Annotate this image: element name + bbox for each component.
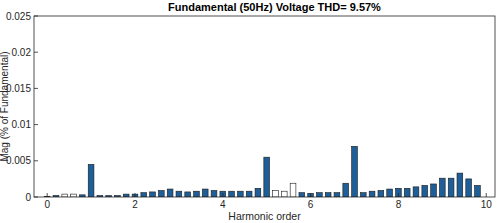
bar — [62, 194, 68, 197]
x-tick-label: 10 — [481, 199, 493, 210]
bar — [255, 188, 261, 197]
x-tick-label: 6 — [308, 199, 314, 210]
y-axis-label: Mag (% of Fundamental) — [0, 51, 10, 161]
bar — [413, 187, 419, 197]
bar — [167, 189, 173, 197]
y-tick — [34, 160, 38, 161]
bar — [237, 191, 243, 197]
bars — [44, 146, 480, 197]
x-axis-label: Harmonic order — [228, 210, 301, 222]
x-tick-label: 0 — [44, 199, 50, 210]
bar — [404, 188, 410, 197]
bar — [457, 173, 463, 197]
x-tick-label: 8 — [396, 199, 402, 210]
y-tick — [34, 88, 38, 89]
chart: 00.0050.010.0150.020.0250246810Fundament… — [0, 0, 500, 223]
x-tick — [134, 193, 135, 197]
bar — [123, 194, 129, 197]
x-tick-label: 4 — [220, 199, 226, 210]
bar — [150, 192, 156, 197]
bar — [448, 178, 454, 197]
y-tick-label: 0.01 — [12, 119, 32, 130]
bar — [202, 189, 208, 197]
bar — [475, 185, 481, 197]
bar — [194, 191, 200, 197]
x-tick-label: 2 — [132, 199, 138, 210]
x-tick — [310, 193, 311, 197]
y-tick — [34, 16, 38, 17]
bar — [369, 191, 375, 197]
y-tick — [34, 197, 38, 198]
title: Fundamental (50Hz) Voltage THD= 9.57% — [168, 1, 381, 13]
background — [0, 0, 500, 223]
bar — [158, 190, 164, 197]
bar — [466, 179, 472, 197]
bar — [71, 194, 77, 197]
bar — [88, 164, 94, 197]
bar — [264, 157, 270, 197]
bar — [431, 184, 437, 197]
plot-frame — [34, 16, 495, 197]
y-tick-label: 0 — [25, 192, 31, 203]
x-tick — [222, 193, 223, 197]
bar — [141, 193, 147, 197]
bar — [290, 183, 296, 197]
x-tick — [486, 193, 487, 197]
y-tick-label: 0.02 — [12, 47, 32, 58]
y-tick — [34, 52, 38, 53]
bar — [211, 190, 217, 197]
bar — [396, 188, 402, 197]
bar — [352, 146, 358, 197]
bar — [439, 178, 445, 197]
x-tick — [47, 193, 48, 197]
bar — [343, 183, 349, 197]
y-tick-label: 0.025 — [6, 11, 31, 22]
bar — [317, 193, 323, 197]
bar — [220, 191, 226, 197]
bar — [185, 192, 191, 197]
bar — [387, 189, 393, 197]
bar — [422, 185, 428, 197]
y-tick — [34, 124, 38, 125]
bar — [299, 193, 305, 197]
bar — [281, 191, 287, 197]
bar — [176, 191, 182, 197]
bar — [229, 191, 235, 197]
bar — [246, 191, 252, 197]
bar — [273, 190, 279, 197]
x-tick — [398, 193, 399, 197]
bar — [360, 193, 366, 197]
bar — [378, 190, 384, 197]
bar — [308, 193, 314, 197]
bar — [325, 193, 331, 197]
bar — [334, 193, 340, 197]
